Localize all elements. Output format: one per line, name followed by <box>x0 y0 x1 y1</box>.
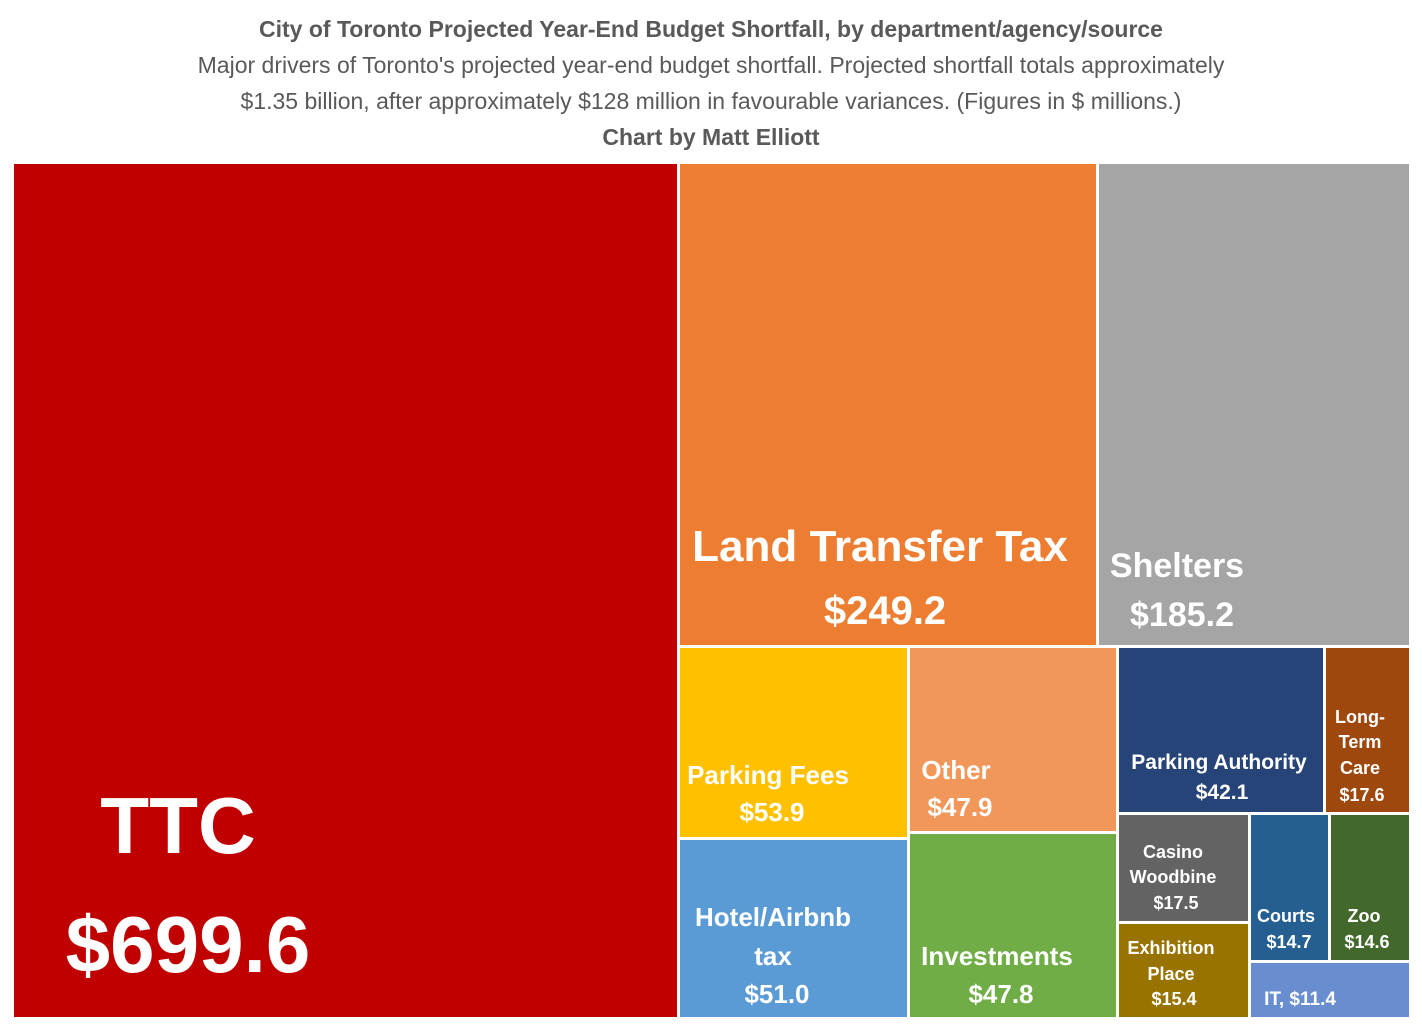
treemap-value-parking-authority: $42.1 <box>1196 781 1249 804</box>
treemap-label-it-0: IT, $11.4 <box>1264 989 1336 1010</box>
treemap-rect-exhibition-place <box>1119 924 1248 1017</box>
treemap-rect-hotel-airbnb-tax <box>680 840 907 1017</box>
treemap-tile-casino-woodbine: Casino Woodbine $17.5 <box>1119 815 1248 921</box>
treemap-rect-land-transfer-tax <box>680 164 1096 645</box>
treemap-label-long-term-care-2: Care <box>1340 758 1380 778</box>
treemap-label-other-0: Other <box>921 755 990 785</box>
treemap-rect-other <box>910 648 1116 831</box>
treemap-tile-exhibition-place: Exhibition Place $15.4 <box>1119 924 1248 1017</box>
treemap-tile-shelters: Shelters $185.2 <box>1099 164 1409 645</box>
treemap-label-hotel-airbnb-tax-0: Hotel/Airbnb <box>695 902 851 932</box>
treemap-value-parking-fees: $53.9 <box>739 797 804 827</box>
treemap-label-exhibition-place-0: Exhibition <box>1128 938 1215 958</box>
treemap-label-casino-woodbine-1: Woodbine <box>1130 867 1217 887</box>
treemap-value-other: $47.9 <box>927 792 992 822</box>
treemap-rect-shelters <box>1099 164 1409 645</box>
chart-subtitle-line-2: $1.35 billion, after approximately $128 … <box>240 88 1182 114</box>
chart-subtitle-line-1: Major drivers of Toronto's projected yea… <box>197 52 1225 78</box>
treemap-value-investments: $47.8 <box>968 979 1033 1009</box>
treemap-rect-courts <box>1251 815 1328 960</box>
treemap-label-zoo-0: Zoo <box>1348 906 1381 926</box>
treemap-tile-investments: Investments $47.8 <box>910 834 1116 1017</box>
treemap-label-long-term-care-0: Long- <box>1335 707 1385 727</box>
treemap-rect-investments <box>910 834 1116 1017</box>
treemap-tile-ttc: TTC $699.6 <box>14 164 677 1017</box>
treemap-tile-zoo: Zoo $14.6 <box>1331 815 1409 960</box>
treemap-value-long-term-care: $17.6 <box>1339 785 1384 805</box>
treemap-value-land-transfer-tax: $249.2 <box>824 589 946 633</box>
treemap-label-exhibition-place-1: Place <box>1147 964 1194 984</box>
treemap-value-hotel-airbnb-tax: $51.0 <box>744 979 809 1009</box>
treemap-value-zoo: $14.6 <box>1344 932 1389 952</box>
treemap-rect-parking-fees <box>680 648 907 837</box>
treemap-value-casino-woodbine: $17.5 <box>1153 893 1198 913</box>
treemap-label-land-transfer-tax-0: Land Transfer Tax <box>692 522 1068 571</box>
treemap-tile-it: IT, $11.4 <box>1251 963 1409 1017</box>
treemap-label-shelters-0: Shelters <box>1110 547 1244 585</box>
treemap-value-shelters: $185.2 <box>1130 596 1234 634</box>
treemap-rect-ttc <box>14 164 677 1017</box>
treemap-tile-land-transfer-tax: Land Transfer Tax $249.2 <box>680 164 1096 645</box>
treemap-label-ttc-0: TTC <box>100 781 256 870</box>
treemap-tile-parking-fees: Parking Fees $53.9 <box>680 648 907 837</box>
treemap-tile-hotel-airbnb-tax: Hotel/Airbnb tax $51.0 <box>680 840 907 1017</box>
treemap-label-hotel-airbnb-tax-1: tax <box>754 941 792 971</box>
chart-credit: Chart by Matt Elliott <box>602 124 820 150</box>
treemap-tile-courts: Courts $14.7 <box>1251 815 1328 960</box>
treemap-label-parking-authority-0: Parking Authority <box>1131 751 1307 774</box>
chart-header: City of Toronto Projected Year-End Budge… <box>0 0 1422 160</box>
treemap-rect-long-term-care <box>1326 648 1409 812</box>
treemap-label-parking-fees-0: Parking Fees <box>687 760 849 790</box>
treemap-value-courts: $14.7 <box>1266 932 1311 952</box>
treemap-label-long-term-care-1: Term <box>1339 732 1382 752</box>
treemap-rect-zoo <box>1331 815 1409 960</box>
treemap-rect-casino-woodbine <box>1119 815 1248 921</box>
treemap-label-investments-0: Investments <box>921 941 1073 971</box>
treemap-label-courts-0: Courts <box>1257 906 1315 926</box>
treemap-label-casino-woodbine-0: Casino <box>1143 842 1203 862</box>
treemap-rect-it <box>1251 963 1409 1017</box>
treemap-tile-parking-authority: Parking Authority $42.1 <box>1119 648 1323 812</box>
treemap-value-ttc: $699.6 <box>66 900 311 989</box>
treemap-tile-long-term-care: Long- Term Care $17.6 <box>1326 648 1409 812</box>
treemap-value-exhibition-place: $15.4 <box>1151 989 1196 1009</box>
chart-title: City of Toronto Projected Year-End Budge… <box>259 16 1163 42</box>
treemap-tile-other: Other $47.9 <box>910 648 1116 831</box>
treemap-rect-parking-authority <box>1119 648 1323 812</box>
